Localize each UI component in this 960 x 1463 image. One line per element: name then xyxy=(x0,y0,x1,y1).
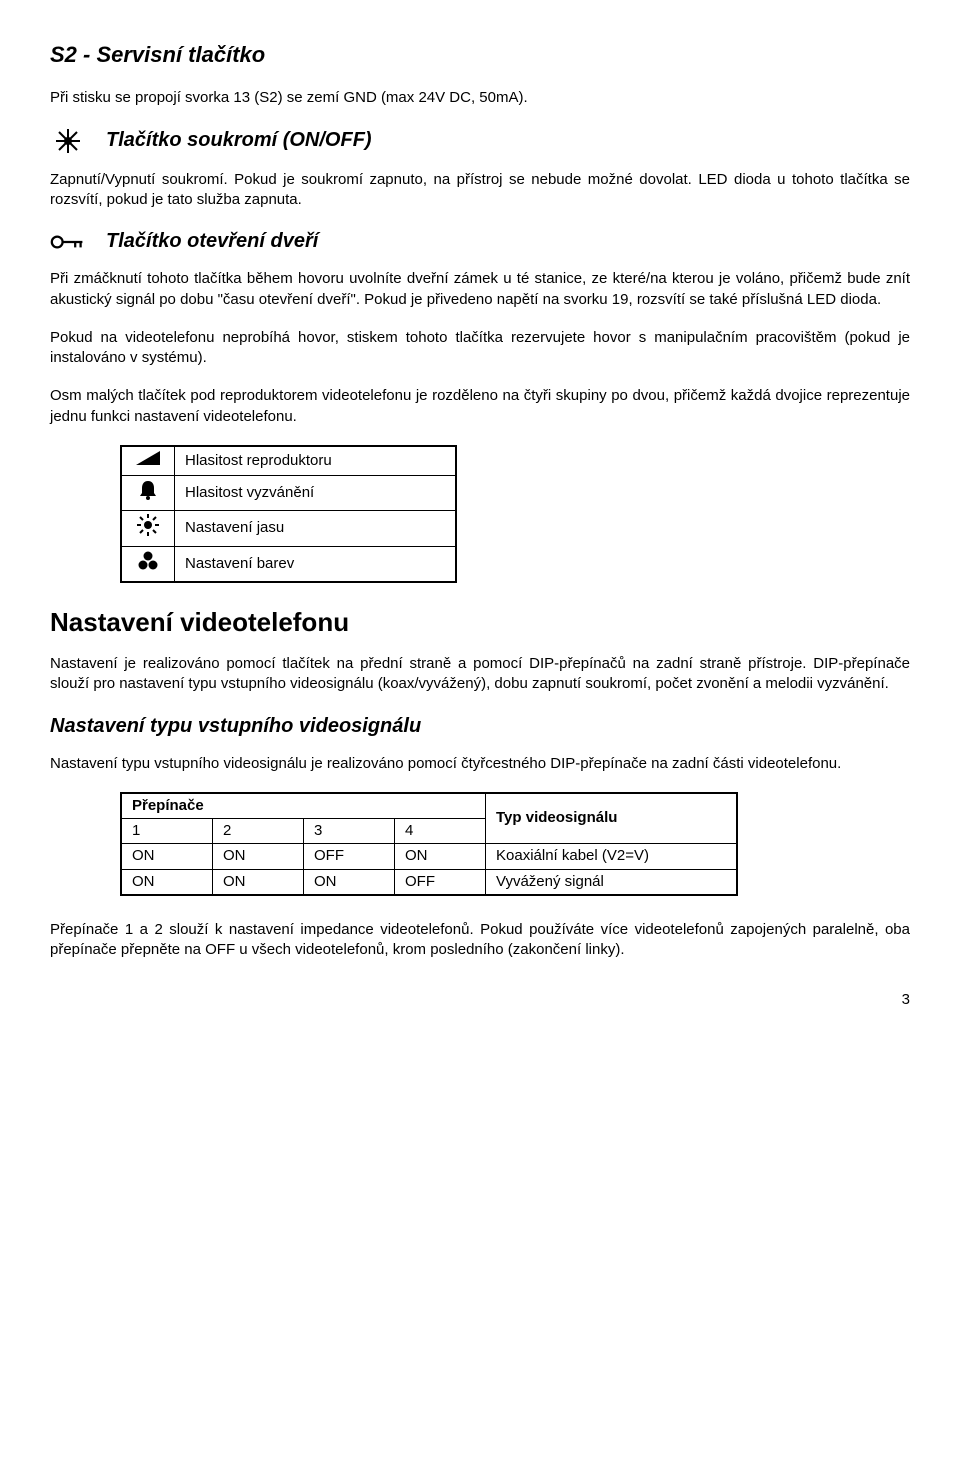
dip-val: OFF xyxy=(304,844,395,869)
dip-type: Koaxiální kabel (V2=V) xyxy=(486,844,738,869)
privacy-title: Tlačítko soukromí (ON/OFF) xyxy=(106,127,372,154)
settings-title: Nastavení videotelefonu xyxy=(50,605,910,640)
table-row: Přepínače Typ videosignálu xyxy=(121,793,737,819)
dip-header-left: Přepínače xyxy=(121,793,486,819)
row-label: Hlasitost vyzvánění xyxy=(175,476,457,511)
door-p2: Pokud na videotelefonu neprobíhá hovor, … xyxy=(50,328,910,369)
bell-icon xyxy=(121,476,175,511)
volume-icon xyxy=(121,446,175,476)
dip-table: Přepínače Typ videosignálu 1 2 3 4 ON ON… xyxy=(120,792,738,896)
dip-val: ON xyxy=(304,869,395,895)
row-label: Hlasitost reproduktoru xyxy=(175,446,457,476)
dip-val: ON xyxy=(395,844,486,869)
dip-col: 2 xyxy=(213,819,304,844)
s2-text: Při stisku se propojí svorka 13 (S2) se … xyxy=(50,88,910,108)
settings-icon-table: Hlasitost reproduktoru Hlasitost vyzváně… xyxy=(120,445,457,583)
dip-header-right: Typ videosignálu xyxy=(486,793,738,844)
row-label: Nastavení jasu xyxy=(175,511,457,546)
door-p3: Osm malých tlačítek pod reproduktorem vi… xyxy=(50,386,910,427)
door-title: Tlačítko otevření dveří xyxy=(106,228,318,255)
table-row: Nastavení barev xyxy=(121,546,456,582)
privacy-text: Zapnutí/Vypnutí soukromí. Pokud je soukr… xyxy=(50,170,910,211)
table-row: ON ON ON OFF Vyvážený signál xyxy=(121,869,737,895)
door-heading-row: Tlačítko otevření dveří xyxy=(50,228,910,255)
section-title-s2: S2 - Servisní tlačítko xyxy=(50,40,910,70)
table-row: Hlasitost vyzvánění xyxy=(121,476,456,511)
dip-val: OFF xyxy=(395,869,486,895)
page-number: 3 xyxy=(50,990,910,1010)
dip-type: Vyvážený signál xyxy=(486,869,738,895)
table-row: Nastavení jasu xyxy=(121,511,456,546)
footer-text: Přepínače 1 a 2 slouží k nastavení imped… xyxy=(50,920,910,961)
color-icon xyxy=(121,546,175,582)
row-label: Nastavení barev xyxy=(175,546,457,582)
dip-val: ON xyxy=(213,869,304,895)
table-row: Hlasitost reproduktoru xyxy=(121,446,456,476)
dip-col: 1 xyxy=(121,819,213,844)
privacy-heading-row: Tlačítko soukromí (ON/OFF) xyxy=(50,126,910,156)
signal-text: Nastavení typu vstupního videosignálu je… xyxy=(50,754,910,774)
brightness-icon xyxy=(121,511,175,546)
dip-val: ON xyxy=(213,844,304,869)
settings-text: Nastavení je realizováno pomocí tlačítek… xyxy=(50,654,910,695)
dip-col: 3 xyxy=(304,819,395,844)
signal-title: Nastavení typu vstupního videosignálu xyxy=(50,713,910,740)
door-p1: Při zmáčknutí tohoto tlačítka během hovo… xyxy=(50,269,910,310)
dip-col: 4 xyxy=(395,819,486,844)
dip-val: ON xyxy=(121,844,213,869)
key-icon xyxy=(50,231,86,253)
dip-val: ON xyxy=(121,869,213,895)
table-row: ON ON OFF ON Koaxiální kabel (V2=V) xyxy=(121,844,737,869)
privacy-icon xyxy=(50,126,86,156)
